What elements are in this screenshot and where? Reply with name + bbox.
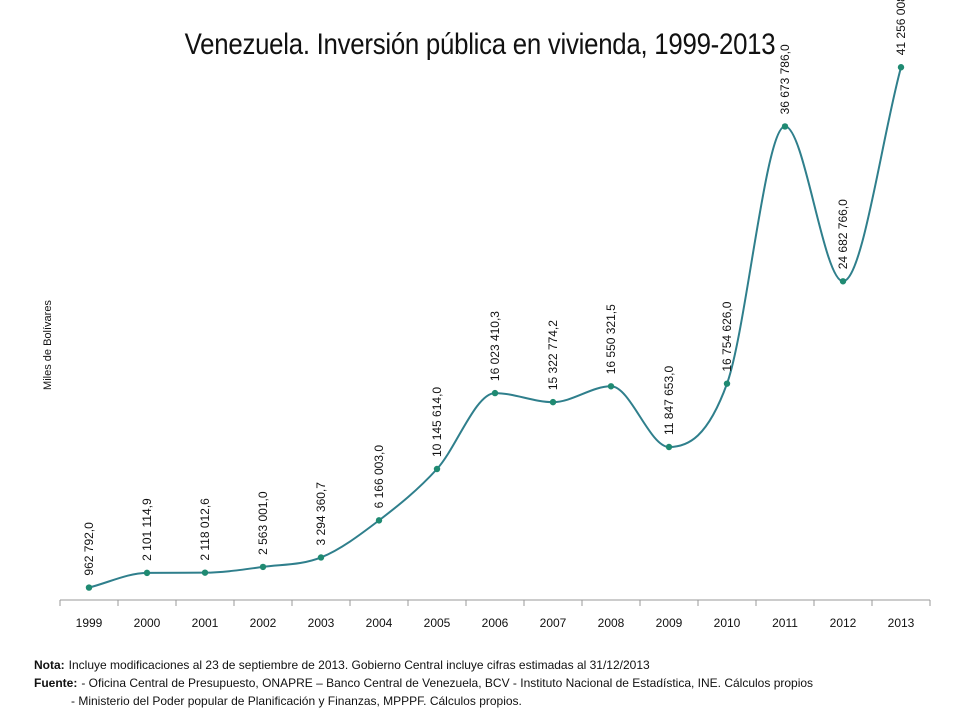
data-point — [491, 389, 499, 397]
x-tick-label: 2010 — [714, 616, 741, 630]
nota-row: Nota: Incluye modificaciones al 23 de se… — [34, 656, 934, 674]
data-label: 16 550 321,5 — [604, 304, 618, 374]
x-tick-label: 2011 — [772, 616, 798, 630]
data-point — [143, 569, 151, 577]
fuente-row-2: - Ministerio del Poder popular de Planif… — [34, 692, 934, 710]
x-tick-label: 2008 — [598, 616, 625, 630]
data-label: 2 563 001,0 — [256, 491, 270, 555]
data-point — [317, 554, 325, 561]
data-point — [259, 563, 267, 571]
x-tick-label: 2012 — [830, 616, 857, 630]
fuente-row: Fuente: - Oficina Central de Presupuesto… — [34, 674, 934, 692]
data-label: 2 118 012,6 — [198, 498, 212, 561]
nota-text: Incluye modificaciones al 23 de septiemb… — [68, 658, 650, 672]
data-point — [85, 584, 93, 591]
x-tick-label: 2005 — [424, 616, 451, 630]
chart-notes: Nota: Incluye modificaciones al 23 de se… — [34, 656, 934, 710]
data-labels: 962 792,0 2 101 114,9 2 118 012,6 2 563 001… — [82, 0, 908, 576]
fuente-line-2: - Ministerio del Poder popular de Planif… — [71, 694, 522, 708]
data-point — [201, 569, 209, 576]
data-label: 41 256 008,0 — [894, 0, 908, 55]
data-point — [375, 517, 383, 524]
chart-title: Venezuela. Inversión pública en vivienda… — [184, 28, 776, 61]
y-axis-label: Miles de Bolívares — [42, 300, 54, 390]
data-label: 24 682 766,0 — [836, 199, 850, 269]
data-label: 6 166 003,0 — [372, 445, 386, 509]
data-point — [433, 465, 441, 473]
data-markers — [85, 64, 905, 591]
data-label: 962 792,0 — [82, 522, 96, 576]
data-point — [723, 380, 731, 387]
x-tick-label: 2002 — [250, 616, 277, 630]
data-point — [665, 443, 673, 451]
data-point — [781, 123, 789, 130]
fuente-line-1: - Oficina Central de Presupuesto, ONAPRE… — [81, 676, 814, 690]
x-tick-label: 2007 — [540, 616, 567, 630]
data-label: 3 294 360,7 — [314, 482, 328, 546]
data-label: 11 847 653,0 — [662, 366, 676, 436]
x-tick-label: 2003 — [308, 616, 335, 630]
data-label: 16 023 410,3 — [488, 311, 502, 381]
data-point — [549, 398, 557, 406]
data-label: 2 101 114,9 — [140, 498, 154, 561]
x-tick-label: 2000 — [134, 616, 161, 630]
data-label: 15 322 774,2 — [546, 320, 560, 390]
fuente-key: Fuente: — [34, 676, 78, 690]
x-tick-label: 1999 — [76, 616, 103, 630]
x-tick-label: 2009 — [656, 616, 683, 630]
line-chart: Miles de Bolívares 1999 2000 2001 2002 2003 2… — [42, 0, 931, 630]
x-ticks: 1999 2000 2001 2002 2003 2004 2005 2006 2007 2008… — [59, 600, 931, 630]
x-tick-label: 2006 — [482, 616, 509, 630]
x-tick-label: 2001 — [192, 616, 219, 630]
data-point — [607, 383, 615, 390]
data-point — [839, 278, 847, 285]
data-point — [897, 64, 905, 71]
x-tick-label: 2013 — [888, 616, 915, 630]
nota-key: Nota: — [34, 658, 65, 672]
data-label: 10 145 614,0 — [430, 387, 444, 457]
x-tick-label: 2004 — [366, 616, 393, 630]
data-label: 16 754 626,0 — [720, 301, 734, 371]
data-label: 36 673 786,0 — [778, 44, 792, 114]
